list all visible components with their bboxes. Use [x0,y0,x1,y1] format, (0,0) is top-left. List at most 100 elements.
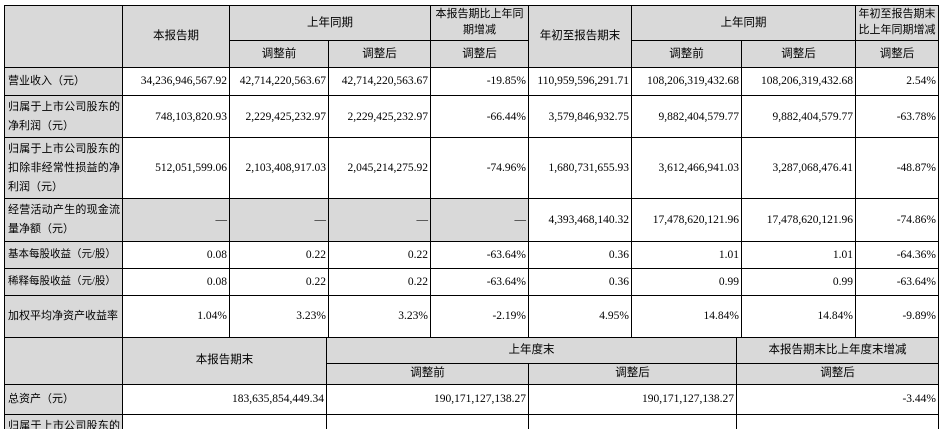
value-cell: 14.84% [631,294,742,338]
value-cell: 0.36 [528,240,632,269]
value-cell: 512,051,599.06 [122,137,230,200]
value-cell: -74.96% [430,137,529,200]
value-cell: 1.01 [741,240,856,269]
value-cell: -2.19% [430,294,529,338]
value-cell: 0.36 [528,267,632,296]
value-cell: 2,103,408,917.03 [229,137,329,200]
value-cell: 1.04% [122,294,230,338]
corner-cell [4,5,123,68]
header-prior-year-end: 上年度末 [326,336,737,364]
value-cell: 108,206,319,432.68 [741,66,856,96]
value-cell: 748,103,820.93 [122,94,230,139]
value-cell: 42,714,220,563.67 [328,66,431,96]
row-label: 归属于上市公司股东的净利润（元） [4,94,123,139]
value-cell: -3.44% [736,383,939,415]
row-operating-revenue: 营业收入（元） 34,236,946,567.92 42,714,220,563… [4,66,939,96]
value-cell: 0.22 [328,267,431,296]
value-cell: -63.64% [430,267,529,296]
row-label: 总资产（元） [4,383,123,415]
value-cell: 9,882,404,579.77 [631,94,742,139]
header-row-2: 调整前 调整后 调整后 [5,362,939,385]
header-end-vs-prior-change: 本报告期末比上年度末增减 [736,336,939,364]
corner-cell [4,336,123,385]
value-cell: -48.87% [855,137,939,200]
row-label: 稀释每股收益（元/股） [4,267,123,296]
value-cell: 0.08 [122,267,230,296]
value-cell: 0.08 [122,240,230,269]
row-label: 归属于上市公司股东的扣除非经常性损益的净利润（元） [4,137,123,200]
value-cell: 0.22 [229,267,329,296]
value-cell-dash: — [122,198,230,242]
value-cell-dash: — [328,198,431,242]
value-cell: -64.36% [855,240,939,269]
row-net-profit-excl-nonrecurring: 归属于上市公司股东的扣除非经常性损益的净利润（元） 512,051,599.06… [4,137,939,200]
value-cell: 4,393,468,140.32 [528,198,632,242]
value-cell: 0.22 [229,240,329,269]
value-cell: 3.23% [229,294,329,338]
value-cell: 42,714,220,563.67 [229,66,329,96]
value-cell: 0.22 [328,240,431,269]
value-cell: -63.64% [430,240,529,269]
value-cell: 108,206,319,432.68 [631,66,742,96]
value-cell: 17,478,620,121.96 [631,198,742,242]
header-ytd-prior-year-same-period: 上年同期 [631,5,856,41]
row-label: 经营活动产生的现金流量净额（元） [4,198,123,242]
value-cell: 190,171,127,138.27 [326,383,529,415]
subheader-after-adjustment: 调整后 [328,39,431,68]
row-label: 归属于上市公司股东的所有者权益（元） [4,413,123,429]
value-cell: 34,236,946,567.92 [122,66,230,96]
header-ytd-vs-prior-change: 年初至报告期末比上年同期增减 [855,5,939,41]
header-row-2: 调整前 调整后 调整后 调整前 调整后 调整后 [5,39,939,68]
value-cell: 1.01 [631,240,742,269]
value-cell: -63.64% [855,267,939,296]
value-cell: -66.44% [430,94,529,139]
header-row-1: 本报告期 上年同期 本报告期比上年同期增减 年初至报告期末 上年同期 年初至报告… [4,5,939,68]
subheader-after-adjustment: 调整后 [736,362,939,385]
value-cell: 2,229,425,232.97 [229,94,329,139]
header-ytd-period-end: 年初至报告期末 [528,5,632,68]
balance-sheet-table: 本报告期末 上年度末 本报告期末比上年度末增减 调整前 调整后 调整后 总资产（… [4,336,939,429]
row-weighted-avg-roe: 加权平均净资产收益率 1.04% 3.23% 3.23% -2.19% 4.95… [4,294,939,338]
value-cell: -9.89% [855,294,939,338]
value-cell: 3,287,068,476.41 [741,137,856,200]
value-cell: 3,612,466,941.03 [631,137,742,200]
row-diluted-eps: 稀释每股收益（元/股） 0.08 0.22 0.22 -63.64% 0.36 … [4,267,939,296]
header-current-period: 本报告期 [122,5,230,68]
row-basic-eps: 基本每股收益（元/股） 0.08 0.22 0.22 -63.64% 0.36 … [4,240,939,269]
header-prior-year-same-period: 上年同期 [229,5,431,41]
header-current-period-end: 本报告期末 [122,336,327,385]
header-row-1: 本报告期末 上年度末 本报告期末比上年度末增减 [4,336,939,385]
value-cell-dash: — [430,198,529,242]
subheader-after-adjustment: 调整后 [528,362,737,385]
quarterly-performance-table: 本报告期 上年同期 本报告期比上年同期增减 年初至报告期末 上年同期 年初至报告… [4,5,939,338]
value-cell: 1,680,731,655.93 [528,137,632,200]
row-net-profit: 归属于上市公司股东的净利润（元） 748,103,820.93 2,229,42… [4,94,939,139]
value-cell: 0.99 [631,267,742,296]
value-cell: 2,045,214,275.92 [328,137,431,200]
value-cell: 110,959,596,291.71 [528,66,632,96]
header-current-vs-prior-change: 本报告期比上年同期增减 [430,5,529,41]
subheader-before-adjustment: 调整前 [631,39,742,68]
value-cell: -63.78% [855,94,939,139]
value-cell: 71,853,119,985.49 [528,413,737,429]
value-cell: 72,642,628,649.33 [122,413,327,429]
value-cell: -74.86% [855,198,939,242]
subheader-after-adjustment: 调整后 [855,39,939,68]
value-cell: 9,882,404,579.77 [741,94,856,139]
value-cell: 183,635,854,449.34 [122,383,327,415]
subheader-before-adjustment: 调整前 [326,362,529,385]
row-label: 基本每股收益（元/股） [4,240,123,269]
value-cell: 14.84% [741,294,856,338]
value-cell-dash: — [229,198,329,242]
value-cell: 17,478,620,121.96 [741,198,856,242]
row-label: 加权平均净资产收益率 [4,294,123,338]
subheader-after-adjustment: 调整后 [741,39,856,68]
row-shareholders-equity: 归属于上市公司股东的所有者权益（元） 72,642,628,649.33 71,… [4,413,939,429]
row-label: 营业收入（元） [4,66,123,96]
value-cell: 190,171,127,138.27 [528,383,737,415]
subheader-before-adjustment: 调整前 [229,39,329,68]
value-cell: 1.10% [736,413,939,429]
value-cell: 3.23% [328,294,431,338]
row-operating-cash-flow: 经营活动产生的现金流量净额（元） — — — — 4,393,468,140.3… [4,198,939,242]
